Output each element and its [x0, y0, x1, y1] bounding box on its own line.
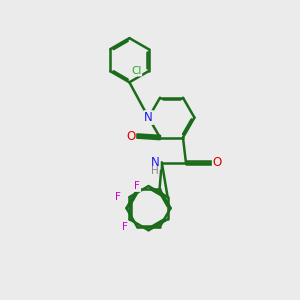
Text: O: O — [213, 156, 222, 169]
Text: N: N — [144, 111, 153, 124]
Text: F: F — [122, 223, 128, 232]
Text: Cl: Cl — [131, 66, 141, 76]
Text: H: H — [152, 167, 159, 176]
Text: F: F — [115, 192, 121, 202]
Text: O: O — [126, 130, 135, 142]
Text: N: N — [151, 156, 160, 169]
Text: F: F — [134, 181, 140, 191]
